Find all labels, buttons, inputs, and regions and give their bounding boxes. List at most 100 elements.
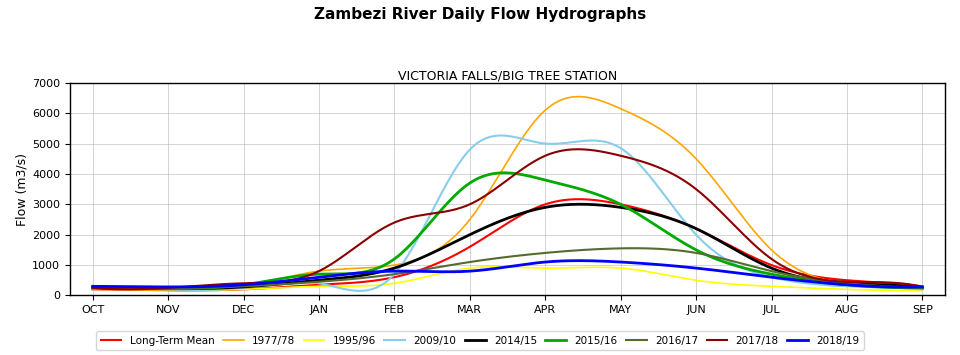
2017/18	[792, 271, 804, 275]
Long-Term Mean	[792, 271, 804, 275]
2016/17	[87, 286, 99, 290]
2017/18	[572, 147, 584, 151]
1977/78	[584, 95, 595, 100]
2016/17	[845, 282, 856, 286]
2016/17	[628, 246, 639, 250]
2014/15	[170, 286, 181, 291]
2009/10	[587, 138, 598, 143]
2015/16	[792, 277, 804, 281]
2009/10	[353, 289, 365, 293]
Long-Term Mean	[845, 278, 856, 283]
2016/17	[597, 247, 609, 251]
2014/15	[917, 286, 928, 290]
1995/96	[842, 287, 853, 291]
2009/10	[89, 287, 101, 291]
2016/17	[917, 286, 928, 290]
2009/10	[600, 140, 612, 144]
2018/19	[842, 283, 853, 287]
Long-Term Mean	[87, 287, 99, 291]
2009/10	[584, 138, 595, 143]
1995/96	[490, 264, 501, 269]
2017/18	[89, 286, 101, 290]
1977/78	[792, 267, 804, 271]
1977/78	[572, 94, 584, 99]
2009/10	[845, 284, 856, 289]
2017/18	[120, 287, 132, 291]
1995/96	[789, 285, 801, 289]
Line: 2014/15: 2014/15	[93, 204, 923, 289]
2015/16	[173, 286, 184, 291]
2014/15	[89, 286, 101, 290]
Line: 2009/10: 2009/10	[93, 136, 923, 291]
Long-Term Mean	[184, 288, 196, 293]
2015/16	[87, 286, 99, 290]
2016/17	[89, 286, 101, 290]
2018/19	[581, 258, 592, 263]
2014/15	[587, 202, 598, 207]
2017/18	[584, 148, 595, 152]
Y-axis label: Flow (m3/s): Flow (m3/s)	[15, 153, 28, 226]
Title: VICTORIA FALLS/BIG TREE STATION: VICTORIA FALLS/BIG TREE STATION	[397, 70, 617, 83]
2017/18	[587, 148, 598, 152]
2018/19	[597, 259, 609, 263]
1995/96	[581, 265, 592, 269]
2015/16	[917, 286, 928, 290]
Long-Term Mean	[584, 197, 595, 202]
2016/17	[792, 274, 804, 279]
2015/16	[497, 171, 509, 175]
2018/19	[900, 285, 911, 289]
Long-Term Mean	[572, 197, 584, 201]
1977/78	[187, 288, 199, 292]
Line: 1977/78: 1977/78	[93, 97, 923, 290]
1995/96	[597, 265, 609, 269]
2015/16	[600, 196, 612, 200]
2017/18	[845, 280, 856, 284]
2018/19	[584, 259, 595, 263]
Line: 2015/16: 2015/16	[93, 173, 923, 289]
Long-Term Mean	[89, 287, 101, 291]
2009/10	[792, 280, 804, 284]
2018/19	[789, 278, 801, 282]
2014/15	[575, 202, 587, 206]
2014/15	[584, 202, 595, 207]
1977/78	[917, 286, 928, 290]
Line: Long-Term Mean: Long-Term Mean	[93, 199, 923, 290]
Line: 2018/19: 2018/19	[93, 261, 923, 287]
2009/10	[87, 287, 99, 291]
1977/78	[89, 287, 101, 291]
2016/17	[139, 286, 151, 291]
2014/15	[600, 203, 612, 208]
1995/96	[87, 287, 99, 291]
2014/15	[845, 282, 856, 286]
Long-Term Mean	[917, 284, 928, 289]
2016/17	[581, 247, 592, 252]
Line: 2017/18: 2017/18	[93, 149, 923, 289]
2018/19	[87, 284, 99, 289]
2009/10	[917, 287, 928, 291]
2017/18	[917, 285, 928, 289]
2015/16	[89, 286, 101, 290]
Text: Zambezi River Daily Flow Hydrographs: Zambezi River Daily Flow Hydrographs	[314, 7, 646, 22]
2018/19	[89, 284, 101, 289]
1995/96	[917, 289, 928, 293]
1977/78	[600, 100, 612, 105]
2018/19	[917, 285, 928, 289]
2015/16	[587, 191, 598, 195]
2018/19	[572, 258, 584, 263]
2015/16	[845, 283, 856, 287]
Long-Term Mean	[600, 200, 612, 204]
2016/17	[584, 247, 595, 252]
1977/78	[845, 282, 856, 286]
Line: 1995/96: 1995/96	[93, 267, 923, 291]
2014/15	[87, 286, 99, 290]
2017/18	[87, 286, 99, 290]
2017/18	[600, 150, 612, 154]
Long-Term Mean	[587, 198, 598, 202]
2015/16	[584, 190, 595, 194]
Line: 2016/17: 2016/17	[93, 248, 923, 289]
2009/10	[494, 133, 506, 138]
1995/96	[584, 265, 595, 269]
1977/78	[87, 287, 99, 291]
2014/15	[792, 274, 804, 279]
1977/78	[587, 96, 598, 100]
